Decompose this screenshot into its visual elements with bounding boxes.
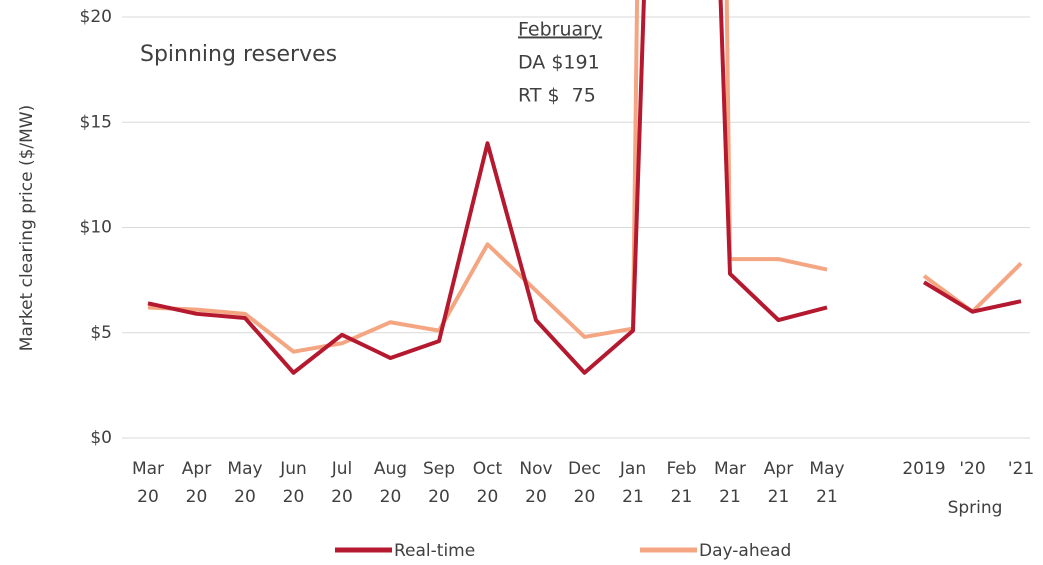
x-tick-label: Sep 20 bbox=[423, 459, 455, 507]
annotation-line: DA $191 bbox=[518, 52, 600, 74]
y-tick-label: $5 bbox=[90, 323, 112, 343]
x-tick-label: Oct 20 bbox=[473, 459, 503, 507]
x-tick-label: 2019 bbox=[902, 459, 945, 479]
x-tick-label: Apr 21 bbox=[764, 459, 793, 507]
legend-label: Day-ahead bbox=[699, 541, 791, 561]
x-tick-label: May 20 bbox=[227, 459, 262, 507]
x-tick-label: '21 bbox=[1008, 459, 1034, 479]
y-tick-label: $10 bbox=[80, 218, 112, 238]
x-tick-label: Aug 20 bbox=[374, 459, 407, 507]
x-tick-label: Jun 20 bbox=[279, 459, 307, 507]
y-tick-label: $0 bbox=[90, 428, 112, 448]
y-tick-label: $15 bbox=[80, 112, 112, 132]
legend-label: Real-time bbox=[394, 541, 475, 561]
x-tick-label: Apr 20 bbox=[182, 459, 211, 507]
y-tick-label: $20 bbox=[80, 7, 112, 27]
annotation-line: RT $ 75 bbox=[518, 85, 596, 107]
x-tick-label: Dec 20 bbox=[568, 459, 601, 507]
x-tick-label: May 21 bbox=[809, 459, 844, 507]
x-tick-label: Feb 21 bbox=[666, 459, 696, 507]
x-tick-label: Mar 21 bbox=[714, 459, 746, 507]
chart-title: Spinning reserves bbox=[140, 42, 337, 67]
x-tick-label: Jan 21 bbox=[619, 459, 646, 507]
annotation-title: February bbox=[518, 19, 602, 41]
y-axis-label: Market clearing price ($/MW) bbox=[17, 105, 37, 351]
group-label: Spring bbox=[948, 498, 1003, 518]
x-tick-label: Mar 20 bbox=[132, 459, 164, 507]
x-tick-label: '20 bbox=[959, 459, 985, 479]
x-tick-label: Nov 20 bbox=[519, 459, 552, 507]
x-tick-label: Jul 20 bbox=[331, 459, 353, 507]
series-line bbox=[147, 0, 1022, 375]
